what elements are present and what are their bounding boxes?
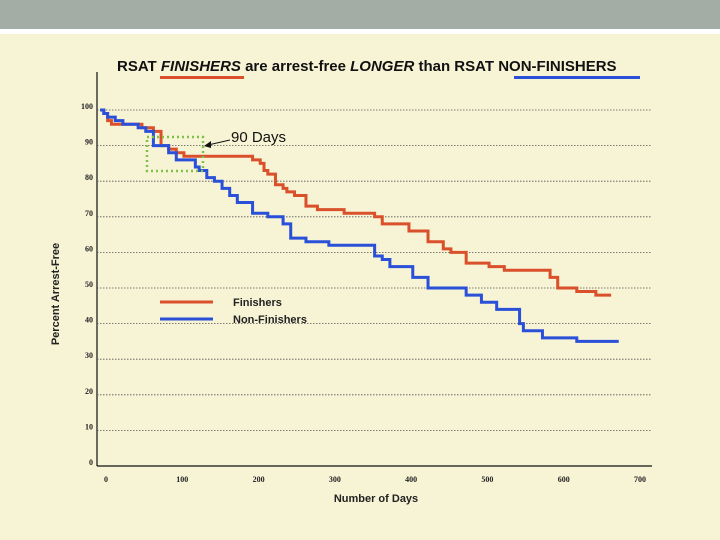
slide-header-bar [0, 0, 720, 29]
chart-title: RSAT FINISHERS are arrest-free LONGER th… [117, 58, 617, 75]
annotation-arrow-head [204, 141, 211, 148]
series-line-non-finishers [100, 108, 619, 343]
legend-label-finishers: Finishers [233, 297, 282, 309]
x-tick-label-200: 200 [253, 475, 265, 484]
y-tick-label-0: 0 [89, 458, 93, 467]
y-tick-label-10: 10 [85, 422, 93, 431]
non-finishers-underline [514, 76, 640, 79]
finishers-underline [160, 76, 244, 79]
y-tick-label-100: 100 [81, 102, 93, 111]
x-tick-label-300: 300 [329, 475, 341, 484]
y-tick-label-30: 30 [85, 351, 93, 360]
x-tick-label-0: 0 [104, 475, 108, 484]
y-tick-label-40: 40 [85, 316, 93, 325]
y-tick-label-90: 90 [85, 138, 93, 147]
x-tick-label-500: 500 [481, 475, 493, 484]
x-tick-label-100: 100 [176, 475, 188, 484]
x-tick-label-400: 400 [405, 475, 417, 484]
y-tick-label-50: 50 [85, 280, 93, 289]
slide-header-divider [0, 29, 720, 34]
y-tick-label-60: 60 [85, 244, 93, 253]
annotation-label: 90 Days [231, 129, 286, 146]
legend-label-non-finishers: Non-Finishers [233, 314, 307, 326]
annotation-arrow-line [207, 139, 231, 146]
y-tick-label-70: 70 [85, 209, 93, 218]
x-tick-label-600: 600 [558, 475, 570, 484]
x-axis-label: Number of Days [334, 493, 418, 505]
y-axis-label: Percent Arrest-Free [50, 243, 62, 345]
y-tick-label-80: 80 [85, 173, 93, 182]
x-tick-label-700: 700 [634, 475, 646, 484]
y-tick-label-20: 20 [85, 387, 93, 396]
series-line-finishers [100, 108, 612, 297]
